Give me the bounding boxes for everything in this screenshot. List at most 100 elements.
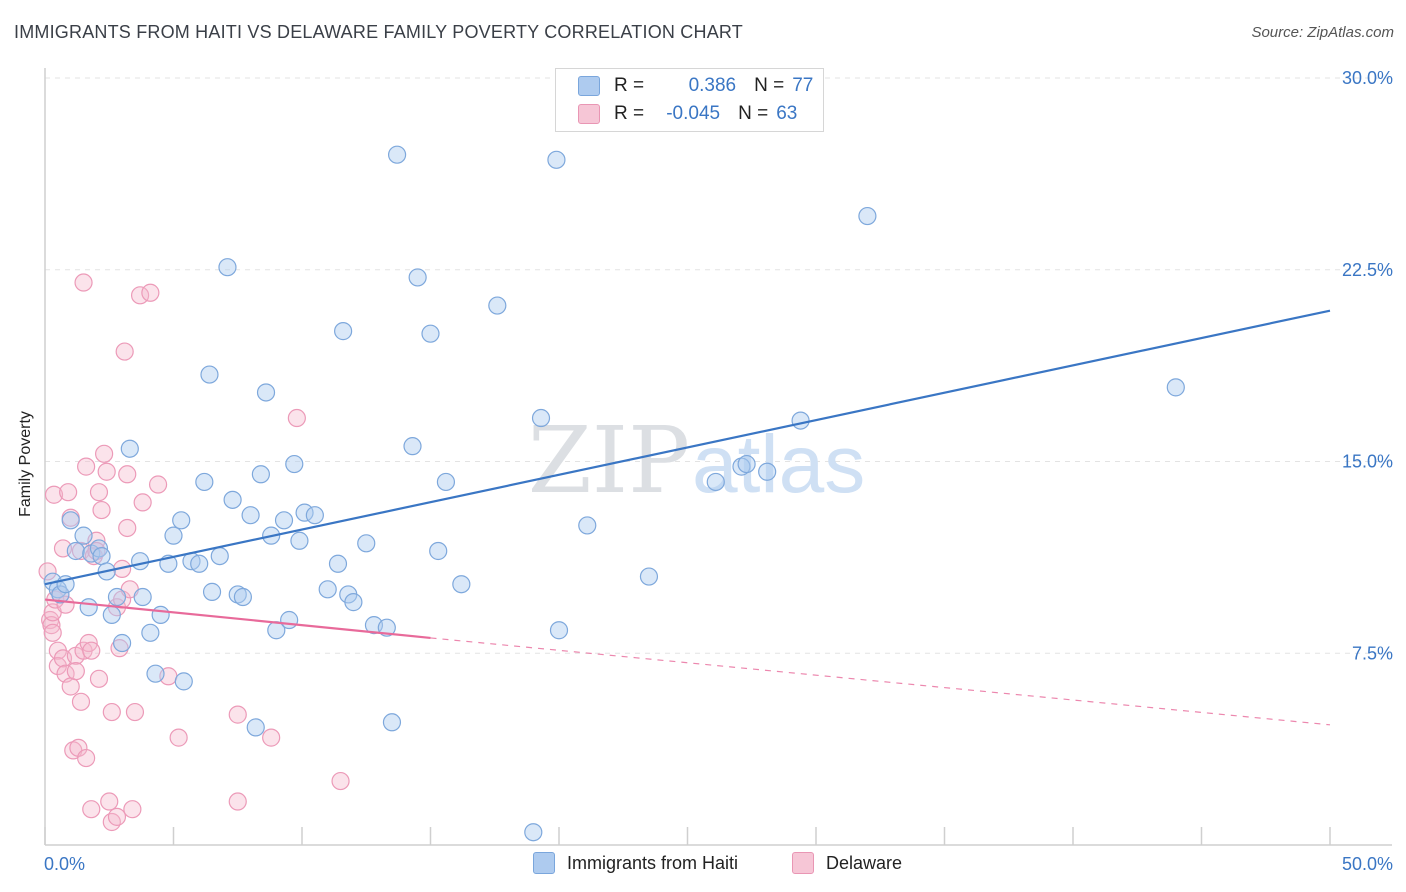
delaware-point — [89, 669, 109, 688]
series-legend-haiti-label: Immigrants from Haiti — [567, 852, 739, 873]
delaware-trend-extension — [430, 637, 1331, 726]
delaware-point — [102, 702, 121, 722]
haiti-point — [403, 437, 422, 456]
delaware-points — [38, 273, 350, 832]
haiti-point — [195, 472, 214, 492]
haiti-point — [241, 506, 260, 525]
haiti-point — [524, 823, 543, 842]
legend-n-value-pink: 63 — [776, 103, 798, 124]
delaware-point — [82, 641, 101, 660]
series-legend-haiti[interactable]: Immigrants from Haiti — [533, 852, 738, 874]
delaware-point — [133, 493, 152, 512]
haiti-point — [164, 526, 183, 545]
delaware-point — [38, 562, 57, 581]
haiti-point — [737, 454, 756, 474]
haiti-point — [421, 324, 440, 343]
delaware-point — [228, 792, 247, 811]
haiti-point — [172, 511, 191, 530]
haiti-point — [377, 618, 396, 637]
delaware-point — [107, 807, 127, 826]
delaware-point — [69, 738, 88, 757]
y-axis-label: Family Poverty — [17, 411, 34, 517]
y-tick-label: 22.5% — [1342, 260, 1393, 280]
delaware-point — [123, 800, 142, 819]
legend-n-label: N = — [738, 103, 769, 124]
delaware-point — [97, 462, 116, 481]
haiti-point — [274, 511, 294, 530]
haiti-point — [318, 580, 337, 599]
haiti-point — [328, 554, 348, 573]
delaware-point — [125, 702, 145, 722]
haiti-point — [488, 296, 507, 315]
haiti-point — [61, 511, 80, 530]
delaware-point — [71, 692, 91, 711]
haiti-point — [436, 472, 456, 492]
delaware-point — [148, 475, 168, 494]
legend-r-value-blue: 0.386 — [688, 75, 737, 96]
delaware-point — [92, 500, 111, 520]
legend-row-delaware: R = -0.045 N = 63 — [578, 101, 797, 127]
series-legend-delaware-label: Delaware — [826, 852, 903, 873]
haiti-point — [256, 383, 276, 402]
haiti-point — [429, 541, 448, 561]
legend-swatch-pink — [578, 104, 600, 124]
delaware-point — [61, 677, 80, 696]
haiti-point — [233, 587, 252, 607]
haiti-point — [228, 585, 247, 604]
haiti-point — [102, 605, 121, 625]
haiti-point — [344, 593, 363, 612]
chart-title: IMMIGRANTS FROM HAITI VS DELAWARE FAMILY… — [14, 22, 743, 42]
haiti-point — [1166, 378, 1185, 397]
legend-n-label: N = — [754, 75, 785, 96]
haiti-trend-line — [44, 309, 1331, 586]
legend-row-haiti: R = 0.386 N = 77 — [578, 73, 813, 99]
haiti-point — [141, 623, 160, 642]
haiti-point — [130, 552, 150, 571]
legend-r-label: R = — [614, 75, 645, 96]
haiti-point — [174, 672, 193, 691]
legend-swatch-blue — [578, 76, 600, 96]
delaware-point — [228, 705, 247, 724]
series-swatch-blue — [533, 852, 555, 874]
series-legend-delaware[interactable]: Delaware — [792, 852, 902, 874]
x-tick-label-max: 50.0% — [1342, 854, 1393, 874]
haiti-point — [151, 605, 170, 625]
haiti-point — [92, 546, 111, 566]
delaware-point — [262, 728, 281, 747]
haiti-point — [791, 411, 810, 430]
delaware-point — [89, 483, 109, 502]
haiti-point — [639, 567, 659, 586]
axes — [44, 68, 1392, 846]
delaware-point — [59, 483, 78, 502]
haiti-point — [334, 322, 353, 341]
delaware-point — [100, 792, 119, 811]
delaware-point — [87, 541, 106, 561]
delaware-point — [102, 812, 121, 832]
legend-r-label: R = — [614, 103, 645, 124]
watermark: ZIP atlas — [528, 407, 865, 514]
haiti-point — [112, 633, 132, 653]
delaware-point — [43, 623, 62, 642]
haiti-point — [223, 490, 242, 509]
tick-labels: 7.5% 15.0% 22.5% 30.0% 0.0% 50.0% — [44, 68, 1393, 874]
haiti-point — [66, 541, 85, 561]
chart-source: Source: ZipAtlas.com — [1251, 24, 1394, 41]
haiti-point — [357, 534, 376, 553]
haiti-point — [246, 718, 265, 737]
delaware-point — [82, 800, 101, 819]
haiti-point — [732, 457, 751, 476]
haiti-point — [133, 587, 152, 607]
haiti-point — [578, 516, 597, 535]
haiti-point — [120, 439, 139, 458]
haiti-point — [858, 206, 877, 226]
haiti-point — [79, 598, 98, 617]
delaware-point — [115, 342, 134, 361]
haiti-point — [200, 365, 219, 384]
y-tick-label: 15.0% — [1342, 452, 1393, 472]
series-legend: Immigrants from Haiti Delaware — [0, 852, 1406, 878]
legend-n-value-blue: 77 — [792, 75, 814, 96]
haiti-point — [531, 408, 551, 428]
haiti-point — [74, 526, 93, 545]
haiti-point — [107, 587, 127, 607]
